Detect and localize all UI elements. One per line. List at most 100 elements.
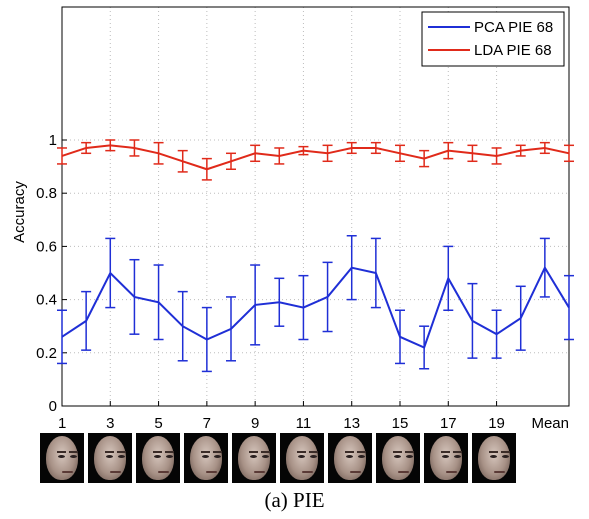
- face-mouth: [254, 471, 265, 473]
- face-skin: [94, 436, 126, 480]
- x-axis: 1 3 5 7 9 11 13 15 17 19 Mean: [58, 401, 570, 430]
- error-bar-0-19: [515, 285, 526, 351]
- x-tick-label-1: 3: [106, 415, 114, 430]
- error-bar-1-9: [274, 147, 285, 165]
- x-tick-label-9: 19: [488, 415, 505, 430]
- face-eye: [454, 455, 461, 458]
- face-eye: [262, 455, 269, 458]
- face-mouth: [350, 471, 361, 473]
- error-bar-1-10: [298, 145, 309, 156]
- plot-frame: [61, 6, 570, 407]
- series-0: [57, 235, 574, 373]
- error-bar-0-16: [443, 245, 454, 311]
- error-bar-0-12: [346, 235, 357, 301]
- error-bar-1-11: [322, 144, 333, 163]
- face-eye: [490, 455, 497, 458]
- face-eye: [406, 455, 413, 458]
- face-eye: [298, 455, 305, 458]
- face-brow: [153, 451, 162, 453]
- error-bar-0-1: [81, 290, 92, 351]
- face-thumbnails: [40, 433, 520, 483]
- face-eye: [58, 455, 65, 458]
- y-tick-label-1: 0.2: [36, 345, 57, 362]
- face-skin: [142, 436, 174, 480]
- error-bar-1-3: [129, 139, 140, 157]
- error-bar-1-8: [250, 144, 261, 163]
- error-bar-0-21: [564, 274, 574, 341]
- face-brow: [453, 451, 462, 453]
- error-bar-0-11: [322, 261, 333, 333]
- face-thumbnail-3: [136, 433, 180, 483]
- series-layer: [57, 139, 574, 373]
- error-bar-1-19: [515, 144, 526, 157]
- legend-label-pca: PCA PIE 68: [474, 19, 553, 36]
- face-eye: [202, 455, 209, 458]
- error-bar-0-4: [153, 264, 164, 341]
- x-tick-label-7: 15: [392, 415, 409, 430]
- series-line-1: [61, 144, 570, 171]
- face-brow: [309, 451, 318, 453]
- face-skin: [430, 436, 462, 480]
- face-skin: [46, 436, 78, 480]
- face-mouth: [446, 471, 457, 473]
- error-bar-1-16: [443, 141, 454, 160]
- face-skin: [190, 436, 222, 480]
- y-tick-label-0: 0: [49, 398, 57, 415]
- y-tick-label-2: 0.4: [36, 292, 57, 309]
- error-bar-0-13: [370, 237, 381, 309]
- face-eye: [70, 455, 77, 458]
- error-bar-1-15: [419, 149, 430, 168]
- error-bar-0-15: [419, 325, 430, 370]
- face-eye: [442, 455, 449, 458]
- error-bar-1-14: [395, 144, 405, 163]
- error-bar-0-17: [467, 282, 478, 359]
- x-tick-label-6: 13: [343, 415, 360, 430]
- face-skin: [382, 436, 414, 480]
- figure-caption: (a) PIE: [264, 488, 325, 512]
- error-bar-0-14: [395, 309, 405, 365]
- face-brow: [213, 451, 222, 453]
- face-mouth: [206, 471, 217, 473]
- face-brow: [105, 451, 114, 453]
- face-mouth: [158, 471, 169, 473]
- y-axis-label: Accuracy: [11, 181, 28, 243]
- face-skin: [478, 436, 510, 480]
- legend: PCA PIE 68 LDA PIE 68: [421, 11, 565, 67]
- accuracy-chart: 00.20.40.60.81 1 3 5 7 9 11 13 15 17 19 Mean Accur…: [11, 6, 574, 430]
- x-tick-label-2: 5: [154, 415, 162, 430]
- face-brow: [165, 451, 174, 453]
- face-brow: [249, 451, 258, 453]
- error-bar-1-6: [201, 157, 212, 181]
- face-mouth: [62, 471, 73, 473]
- face-brow: [57, 451, 66, 453]
- face-brow: [69, 451, 78, 453]
- face-brow: [441, 451, 450, 453]
- error-bar-1-1: [81, 141, 92, 155]
- y-tick-label-5: 1: [49, 132, 57, 149]
- legend-box: [421, 11, 565, 67]
- error-bar-1-20: [539, 141, 550, 155]
- error-bar-1-13: [370, 141, 381, 155]
- error-bar-1-18: [491, 147, 502, 165]
- error-bar-0-10: [298, 274, 309, 341]
- error-bar-1-12: [346, 141, 357, 155]
- face-thumbnail-8: [376, 433, 420, 483]
- x-tick-label-8: 17: [440, 415, 457, 430]
- face-thumbnail-4: [184, 433, 228, 483]
- error-bar-1-17: [467, 144, 478, 163]
- face-skin: [286, 436, 318, 480]
- error-bar-0-6: [201, 306, 212, 373]
- plot-area: [62, 7, 569, 406]
- face-mouth: [398, 471, 409, 473]
- error-bar-0-3: [129, 258, 140, 335]
- error-bar-1-21: [564, 144, 574, 163]
- face-brow: [297, 451, 306, 453]
- face-skin: [334, 436, 366, 480]
- x-tick-label-10: Mean: [531, 415, 569, 430]
- face-mouth: [302, 471, 313, 473]
- face-mouth: [494, 471, 505, 473]
- y-tick-label-4: 0.8: [36, 185, 57, 202]
- series-1: [57, 139, 574, 181]
- face-brow: [501, 451, 510, 453]
- face-brow: [357, 451, 366, 453]
